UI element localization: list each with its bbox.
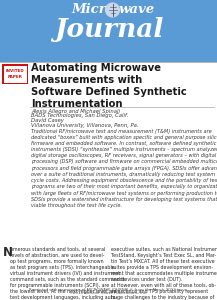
Text: PAPER: PAPER — [8, 74, 22, 79]
Text: Villanova University, Villanova, Penn, Pa.: Villanova University, Villanova, Penn, P… — [31, 122, 138, 128]
Text: umerous standards and tools, at several
levels of abstraction, are used to devel: umerous standards and tools, at several … — [10, 247, 125, 300]
Text: Micr: Micr — [72, 3, 107, 16]
Text: wave: wave — [118, 3, 155, 16]
Bar — [0, 0, 217, 62]
Text: David Casey: David Casey — [31, 118, 64, 123]
Text: Traditional RF/microwave test and measurement (T&M) instruments are
dedicated “b: Traditional RF/microwave test and measur… — [31, 128, 217, 208]
Text: ©2013 Horizon House Publications, Inc.: ©2013 Horizon House Publications, Inc. — [69, 291, 148, 295]
Text: Journal: Journal — [54, 17, 163, 42]
Bar — [3, 65, 26, 83]
Text: N: N — [3, 246, 13, 259]
Text: INVITED: INVITED — [6, 70, 24, 74]
Text: executive suites, such as National Instruments
TestStand, Keysight’s Test Exec S: executive suites, such as National Instr… — [111, 247, 217, 300]
Text: Alexis Allegro and Michael Spinali: Alexis Allegro and Michael Spinali — [31, 109, 120, 113]
Text: BADS Technologies, San Diego, Calif.: BADS Technologies, San Diego, Calif. — [31, 113, 128, 118]
Bar — [2, 64, 28, 84]
Text: Automating Microwave
Measurements with
Software Defined Synthetic
Instrumentatio: Automating Microwave Measurements with S… — [31, 63, 187, 109]
Text: Reprinted with permission of MICROWAVE JOURNAL® from the March 2013 issue.: Reprinted with permission of MICROWAVE J… — [29, 287, 188, 292]
Circle shape — [105, 3, 120, 17]
